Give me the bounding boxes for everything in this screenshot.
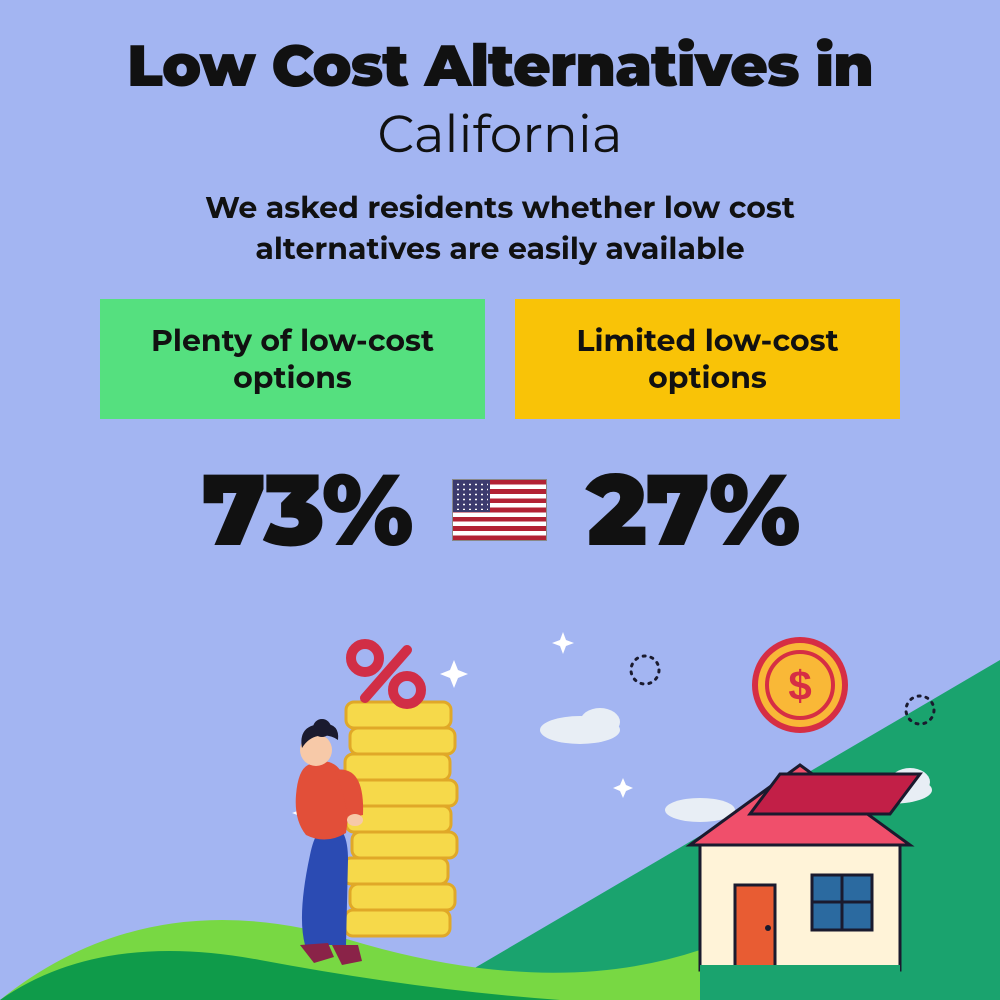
option-box-limited: Limited low-cost options — [515, 299, 900, 419]
title-line2: California — [0, 103, 1000, 166]
percent-icon — [351, 644, 421, 704]
title-line1: Low Cost Alternatives in — [0, 30, 1000, 101]
illustration: $ — [0, 600, 1000, 1000]
options-row: Plenty of low-cost options Limited low-c… — [0, 299, 1000, 419]
dollar-coin-icon: $ — [755, 640, 845, 730]
house-icon — [690, 765, 920, 973]
svg-text:$: $ — [788, 662, 811, 709]
subtitle: We asked residents whether low cost alte… — [110, 188, 890, 269]
percent-limited: 27% — [587, 449, 799, 571]
percent-row: 73% 27% — [0, 449, 1000, 571]
us-flag-icon — [452, 479, 547, 541]
percent-plenty: 73% — [201, 449, 411, 571]
option-box-plenty: Plenty of low-cost options — [100, 299, 485, 419]
